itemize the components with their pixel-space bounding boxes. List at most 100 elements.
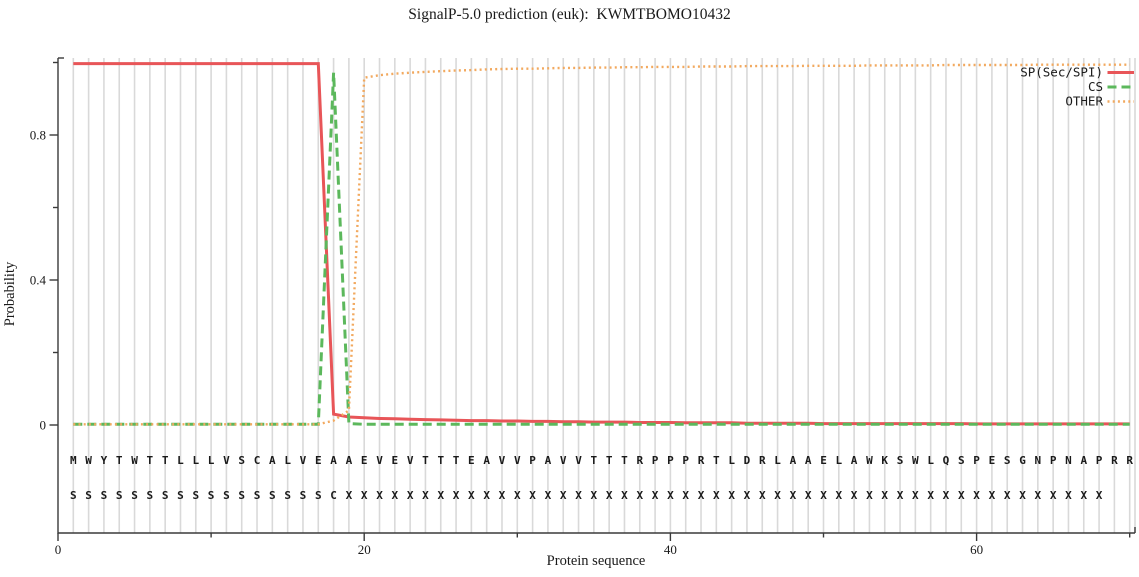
region-annotation-letter: X bbox=[667, 489, 674, 502]
region-annotation-letter: X bbox=[897, 489, 904, 502]
region-annotation-letter: X bbox=[652, 489, 659, 502]
region-annotation-letter: X bbox=[545, 489, 552, 502]
x-tick-label: 40 bbox=[664, 542, 677, 557]
region-annotation-letter: X bbox=[1096, 489, 1103, 502]
residue-letter: P bbox=[1096, 454, 1103, 467]
region-annotation-letter: X bbox=[682, 489, 689, 502]
residue-letter: S bbox=[958, 454, 965, 467]
region-annotation-letter: X bbox=[805, 489, 812, 502]
residue-letter: T bbox=[147, 454, 154, 467]
residue-letter: V bbox=[499, 454, 506, 467]
residue-letter: T bbox=[437, 454, 444, 467]
legend-label-cs: CS bbox=[1088, 79, 1103, 94]
residue-letter: V bbox=[376, 454, 383, 467]
x-tick-label: 0 bbox=[55, 542, 62, 557]
x-tick-label: 60 bbox=[970, 542, 983, 557]
residue-letter: L bbox=[927, 454, 934, 467]
region-annotation-letter: X bbox=[927, 489, 934, 502]
region-annotation-letter: S bbox=[147, 489, 154, 502]
residue-letter: V bbox=[560, 454, 567, 467]
legend-label-other: OTHER bbox=[1065, 94, 1103, 109]
residue-letter: T bbox=[713, 454, 720, 467]
region-annotation-letter: X bbox=[759, 489, 766, 502]
region-annotation-letter: X bbox=[407, 489, 414, 502]
residue-letter: Q bbox=[943, 454, 950, 467]
curve-cs bbox=[73, 72, 1130, 426]
region-annotation-letter: X bbox=[621, 489, 628, 502]
region-annotation-letter: X bbox=[881, 489, 888, 502]
region-annotation-letter: X bbox=[514, 489, 521, 502]
residue-letter: V bbox=[300, 454, 307, 467]
residue-letter: A bbox=[330, 454, 337, 467]
y-tick-label: 0 bbox=[40, 418, 47, 433]
residue-letter: E bbox=[315, 454, 322, 467]
residue-letter: W bbox=[866, 454, 873, 467]
x-axis-title: Protein sequence bbox=[547, 553, 646, 569]
chart-title: SignalP-5.0 prediction (euk): KWMTBOMO10… bbox=[408, 6, 731, 23]
region-annotation-letter: X bbox=[529, 489, 536, 502]
residue-letter: G bbox=[1019, 454, 1026, 467]
region-annotation-letter: X bbox=[973, 489, 980, 502]
series-layer bbox=[73, 62, 1130, 426]
residue-letter: W bbox=[912, 454, 919, 467]
residue-letter: E bbox=[361, 454, 368, 467]
residue-letter: A bbox=[851, 454, 858, 467]
curve-sp-sec-spi- bbox=[73, 62, 1130, 426]
residue-letter: V bbox=[407, 454, 414, 467]
residue-letter: R bbox=[636, 454, 643, 467]
region-annotation-letter: X bbox=[1065, 489, 1072, 502]
residue-letter: L bbox=[192, 454, 199, 467]
region-annotation-letter: X bbox=[376, 489, 383, 502]
region-annotation-letter: X bbox=[437, 489, 444, 502]
region-annotation-letter: S bbox=[101, 489, 108, 502]
residue-letter: T bbox=[453, 454, 460, 467]
region-annotation-letter: S bbox=[116, 489, 123, 502]
region-annotation-letter: C bbox=[330, 489, 337, 502]
residue-letter: A bbox=[805, 454, 812, 467]
residue-letter: L bbox=[284, 454, 291, 467]
residue-letter: P bbox=[682, 454, 689, 467]
residue-letter: L bbox=[728, 454, 735, 467]
residue-letter: E bbox=[392, 454, 399, 467]
y-tick-label: 0.4 bbox=[30, 273, 47, 288]
residue-letter: L bbox=[208, 454, 215, 467]
x-tick-label: 20 bbox=[358, 542, 371, 557]
region-annotation-letter: X bbox=[820, 489, 827, 502]
region-annotation-letter: S bbox=[238, 489, 245, 502]
region-annotation-letter: X bbox=[989, 489, 996, 502]
residue-letter: A bbox=[346, 454, 353, 467]
residue-letter: R bbox=[759, 454, 766, 467]
region-annotation-letter: X bbox=[468, 489, 475, 502]
residue-letter: C bbox=[254, 454, 261, 467]
region-annotation-letter: X bbox=[943, 489, 950, 502]
region-annotation-letter: X bbox=[575, 489, 582, 502]
residue-letter: P bbox=[652, 454, 659, 467]
residue-letter: T bbox=[116, 454, 123, 467]
region-annotation-letter: S bbox=[162, 489, 169, 502]
residue-letter: A bbox=[1080, 454, 1087, 467]
residue-letter: D bbox=[744, 454, 751, 467]
region-annotation-letter: X bbox=[591, 489, 598, 502]
region-annotation-letter: X bbox=[1035, 489, 1042, 502]
residue-letter: Y bbox=[101, 454, 108, 467]
residue-letter: L bbox=[774, 454, 781, 467]
region-annotation-letter: S bbox=[208, 489, 215, 502]
residue-letter: L bbox=[177, 454, 184, 467]
legend-label-sp-sec-spi-: SP(Sec/SPI) bbox=[1020, 65, 1103, 80]
region-annotation-letter: X bbox=[728, 489, 735, 502]
region-annotation-letter: S bbox=[223, 489, 230, 502]
region-annotation-letter: S bbox=[70, 489, 77, 502]
region-annotation-letter: X bbox=[774, 489, 781, 502]
region-annotation-letter: X bbox=[698, 489, 705, 502]
residue-letter: T bbox=[591, 454, 598, 467]
residue-letter: S bbox=[897, 454, 904, 467]
y-tick-label: 0.8 bbox=[30, 128, 46, 143]
residue-letter: S bbox=[1004, 454, 1011, 467]
region-annotation-letter: S bbox=[177, 489, 184, 502]
region-annotation-letter: X bbox=[346, 489, 353, 502]
region-annotation-letter: X bbox=[713, 489, 720, 502]
residue-letter: S bbox=[238, 454, 245, 467]
residue-letter: P bbox=[1050, 454, 1057, 467]
residue-letter: A bbox=[545, 454, 552, 467]
